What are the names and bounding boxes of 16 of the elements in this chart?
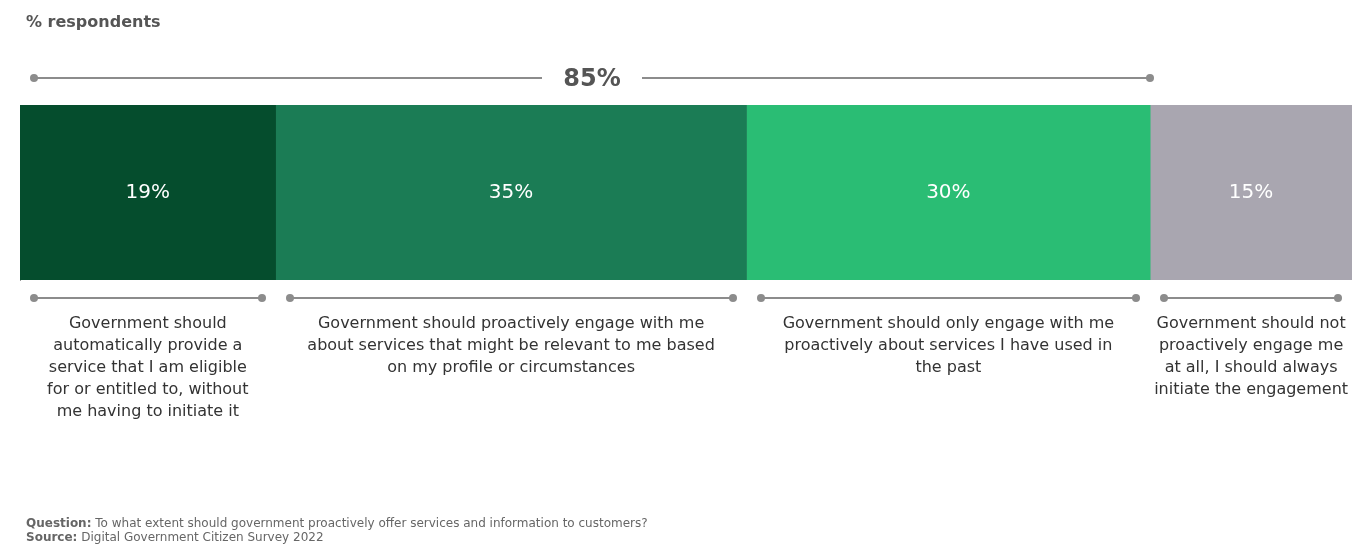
text: Question: To what extent should government proactively offer services and information to customers?	[26, 516, 648, 530]
text: Government should automatically provide a service that I am eligible for or entitled to, without me having to initiate it	[47, 313, 249, 421]
bar	[20, 105, 276, 280]
chart-title: % respondents	[26, 12, 161, 31]
text: 85%	[542, 63, 643, 93]
bar	[1149, 105, 1352, 280]
data-label: 19%	[125, 178, 171, 203]
data-label: 35%	[488, 178, 534, 203]
text: Government should proactively engage with me about services that might be relevant to me based on my profile or circumstances	[307, 313, 715, 377]
text: Government should not proactively engage me at all, I should always initiate the engagement	[1154, 313, 1349, 399]
data-label: 30%	[926, 178, 971, 203]
source-note: Source: Digital Government Citizen Survey 2022	[26, 530, 324, 544]
bar	[746, 105, 1151, 280]
bar	[275, 105, 747, 280]
text: Government should only engage with me proactively about services I have used in the past	[782, 313, 1115, 377]
data-label: 15%	[1228, 178, 1274, 203]
